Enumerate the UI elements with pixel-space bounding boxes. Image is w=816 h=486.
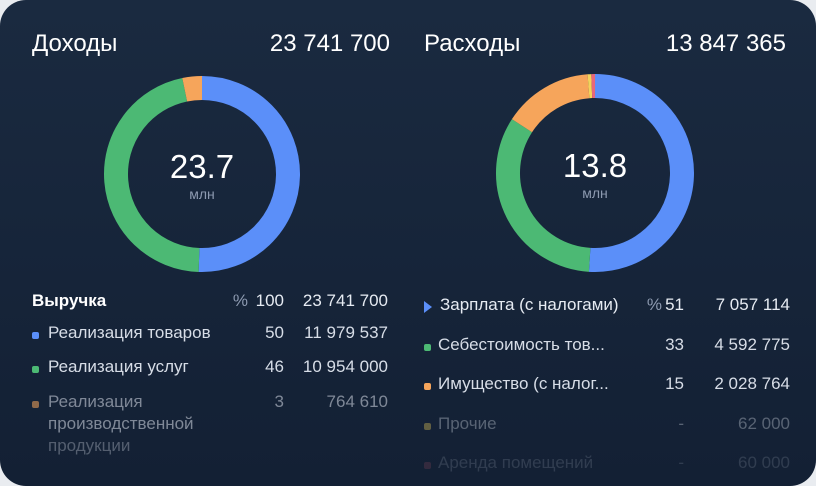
income-item-pct: 50 — [265, 323, 284, 342]
expenses-item-pct: 33 — [665, 335, 684, 354]
expenses-item-pct: 15 — [665, 374, 684, 393]
legend-dot — [32, 332, 39, 339]
expenses-header-row[interactable]: Зарплата (с налогами) % 51 7 057 114 — [424, 295, 794, 319]
income-donut-chart — [104, 76, 300, 272]
expenses-item-pct: - — [678, 453, 684, 472]
legend-dot — [424, 423, 431, 430]
income-donut-slice-3[interactable] — [182, 76, 203, 102]
income-item-label-line: производственной — [48, 414, 194, 433]
expenses-item-label: Аренда помещений — [438, 453, 594, 472]
income-header-label: Выручка — [32, 291, 107, 310]
expenses-total: 13 847 365 — [665, 30, 786, 57]
expenses-item-row[interactable]: Имущество (с налог... 15 2 028 764 — [424, 374, 794, 398]
expenses-center-unit: млн — [582, 185, 608, 201]
expenses-item-amount: 62 000 — [738, 414, 790, 433]
expenses-panel: Расходы 13 847 365 13.8 млн Зарплата (с … — [408, 0, 798, 486]
income-item-amount: 764 610 — [326, 392, 388, 411]
income-item-label-line: Реализация — [48, 392, 143, 411]
expenses-item-pct: - — [678, 414, 684, 433]
income-total: 23 741 700 — [269, 30, 390, 57]
legend-dot — [424, 344, 431, 351]
expenses-item-amount: 60 000 — [738, 453, 790, 472]
income-item-label: Реализация товаров — [48, 323, 211, 342]
legend-dot — [424, 383, 431, 390]
expenses-header-pct: 51 — [665, 295, 684, 314]
expenses-donut-slice-3[interactable] — [511, 74, 590, 133]
income-item-amount: 10 954 000 — [302, 357, 388, 376]
income-item-row[interactable]: Реализация товаров 50 11 979 537 — [32, 323, 392, 347]
expenses-item-row[interactable]: Прочие - 62 000 — [424, 414, 794, 438]
income-item-row[interactable]: Реализация производственной продукции 3 … — [32, 392, 392, 458]
expenses-donut-chart — [496, 74, 694, 272]
legend-dot — [32, 366, 39, 373]
expand-triangle-icon[interactable] — [424, 301, 432, 313]
legend-dot — [32, 401, 39, 408]
income-item-pct: 3 — [274, 392, 284, 411]
income-center-value: 23.7 — [169, 148, 235, 185]
income-header-row: Выручка % 100 23 741 700 — [32, 291, 392, 315]
income-item-pct: 46 — [265, 357, 284, 376]
expenses-item-label: Имущество (с налог... — [438, 374, 609, 393]
expenses-header-label: Зарплата (с налогами) — [440, 295, 619, 314]
expenses-item-label: Себестоимость тов... — [438, 335, 605, 354]
income-donut-slice-2[interactable] — [104, 78, 200, 272]
income-donut-slice-1[interactable] — [198, 76, 300, 272]
income-header-pct: 100 — [255, 291, 284, 310]
legend-dot — [424, 462, 431, 469]
expenses-item-row[interactable]: Аренда помещений - 60 000 — [424, 453, 794, 477]
income-title: Доходы — [32, 30, 118, 57]
income-header-amount: 23 741 700 — [302, 291, 388, 310]
expenses-center-value: 13.8 — [562, 147, 628, 184]
expenses-header-amount: 7 057 114 — [715, 295, 790, 314]
income-item-row[interactable]: Реализация услуг 46 10 954 000 — [32, 357, 392, 381]
expenses-item-row[interactable]: Себестоимость тов... 33 4 592 775 — [424, 335, 794, 359]
expenses-item-amount: 2 028 764 — [714, 374, 790, 393]
income-header-pct-symbol: % — [232, 291, 248, 310]
income-item-label-line: продукции — [48, 436, 131, 455]
expenses-donut-slice-2[interactable] — [496, 119, 591, 272]
expenses-item-amount: 4 592 775 — [714, 335, 790, 354]
expenses-donut-slice-1[interactable] — [588, 74, 694, 272]
expenses-title: Расходы — [424, 30, 521, 57]
expenses-item-label: Прочие — [438, 414, 497, 433]
income-item-amount: 11 979 537 — [304, 323, 388, 342]
income-item-label: Реализация услуг — [48, 357, 189, 376]
income-panel: Доходы 23 741 700 23.7 млн Выручка % 100… — [0, 0, 390, 486]
expenses-header-pct-symbol: % — [646, 295, 662, 314]
income-center-unit: млн — [189, 186, 215, 202]
